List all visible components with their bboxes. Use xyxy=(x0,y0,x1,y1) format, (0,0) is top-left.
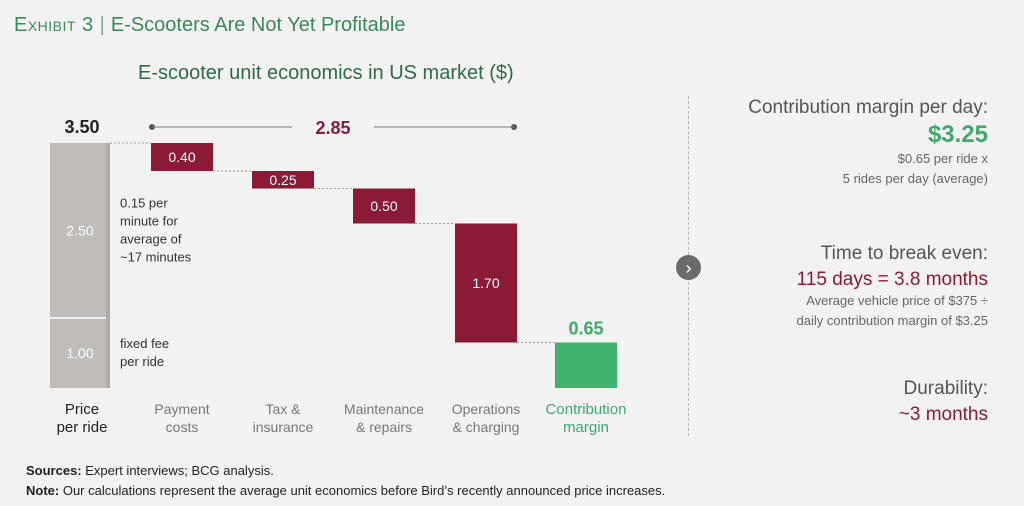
price-segment-1-note-line-2: per ride xyxy=(120,354,164,369)
note-text: Our calculations represent the average u… xyxy=(59,483,666,498)
category-cost-3-line-1: Maintenance xyxy=(344,401,424,417)
durability-heading: Durability: xyxy=(903,378,988,399)
margin-value: $3.25 xyxy=(927,121,988,148)
margin-value-label: 0.65 xyxy=(568,319,603,339)
price-segment-2-note-line-1: 0.15 per xyxy=(120,196,168,211)
margin-note-1: $0.65 per ride x xyxy=(897,151,988,166)
note-line: Note: Our calculations represent the ave… xyxy=(26,483,665,498)
price-segment-2-note-line-2: minute for xyxy=(120,214,178,229)
contribution-margin-panel: Contribution margin per day: $3.25 $0.65… xyxy=(748,97,988,189)
price-bar-edge xyxy=(106,143,110,388)
sources-line: Sources: Expert interviews; BCG analysis… xyxy=(26,463,274,478)
category-cost-2-line-1: Tax & xyxy=(265,401,301,417)
cost-bar-1 xyxy=(151,143,213,171)
cost-bar-4-label: 1.70 xyxy=(472,275,499,291)
exhibit-header: Exhibit 3 | E-Scooters Are Not Yet Profita… xyxy=(14,14,405,37)
price-segment-2 xyxy=(50,143,110,318)
breakeven-panel: Time to break even: 115 days = 3.8 month… xyxy=(796,243,988,331)
price-segment-1 xyxy=(50,318,110,388)
waterfall-chart: 1.00 fixed fee per ride 2.50 0.15 per minute … xyxy=(50,117,627,436)
breakeven-value: 115 days = 3.8 months xyxy=(796,269,988,290)
category-margin-line-1: Contribution xyxy=(546,401,627,418)
breakeven-note-1: Average vehicle price of $375 ÷ xyxy=(806,293,988,308)
category-cost-2-line-2: insurance xyxy=(253,419,314,435)
sources-label: Sources: xyxy=(26,463,82,478)
cost-bar-1-label: 0.40 xyxy=(168,149,195,165)
exhibit-separator: | xyxy=(99,14,105,36)
price-segment-2-note-line-4: ~17 minutes xyxy=(120,250,192,265)
category-cost-1-line-1: Payment xyxy=(154,401,209,417)
durability-panel: Durability: ~3 months xyxy=(899,378,988,426)
category-price-line-2: per ride xyxy=(57,419,108,436)
price-total-label: 3.50 xyxy=(64,117,99,137)
price-segment-2-note-line-3: average of xyxy=(120,232,182,247)
category-cost-4-line-1: Operations xyxy=(452,401,520,417)
cost-bar-2-label: 0.25 xyxy=(269,172,296,188)
cost-bar-3-label: 0.50 xyxy=(370,198,397,214)
category-price-line-1: Price xyxy=(65,401,99,418)
price-segment-1-note-line-1: fixed fee xyxy=(120,336,169,351)
costs-total-label: 2.85 xyxy=(315,118,350,138)
chevron-right-icon[interactable]: › xyxy=(676,255,701,280)
breakeven-note-2: daily contribution margin of $3.25 xyxy=(796,313,988,328)
cost-bar-2 xyxy=(252,171,314,189)
margin-heading: Contribution margin per day: xyxy=(748,97,988,118)
cost-bar-3 xyxy=(353,188,415,224)
durability-value: ~3 months xyxy=(898,404,988,425)
exhibit-title: E-Scooters Are Not Yet Profitable xyxy=(110,14,406,36)
category-cost-3-line-2: & repairs xyxy=(356,419,412,435)
chart-title: E-scooter unit economics in US market ($… xyxy=(138,62,514,84)
price-segment-2-label: 2.50 xyxy=(66,223,93,239)
category-cost-1-line-2: costs xyxy=(166,419,199,435)
note-label: Note: xyxy=(26,483,60,498)
margin-bar xyxy=(555,342,617,388)
price-segment-1-label: 1.00 xyxy=(66,345,93,361)
category-margin-line-2: margin xyxy=(563,419,609,436)
category-cost-4-line-2: & charging xyxy=(453,419,520,435)
breakeven-heading: Time to break even: xyxy=(820,243,988,264)
cost-bar-4 xyxy=(455,223,517,343)
exhibit-label: Exhibit 3 xyxy=(14,14,94,36)
margin-note-2: 5 rides per day (average) xyxy=(842,171,988,186)
sources-text: Expert interviews; BCG analysis. xyxy=(81,463,274,478)
